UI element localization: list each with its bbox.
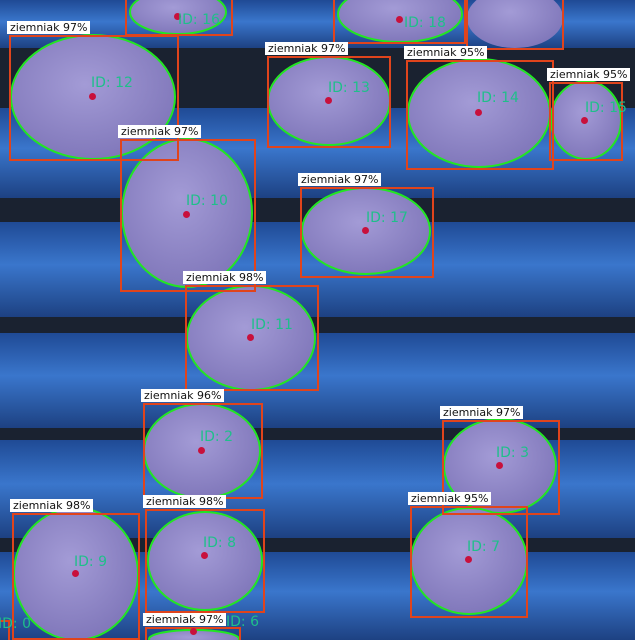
detection-det-2: ziemniak 96% ID: 2 xyxy=(141,389,263,499)
detection-det-top-b: ID: 18 xyxy=(333,0,466,44)
bounding-box xyxy=(0,620,10,640)
bounding-box xyxy=(333,0,466,44)
track-id-label: ID: 3 xyxy=(496,445,529,461)
detection-det-11: ziemniak 98% ID: 11 xyxy=(183,271,319,391)
detection-det-9: ziemniak 98% ID: 9 xyxy=(10,499,140,640)
class-score-label: ziemniak 95% xyxy=(408,492,492,505)
detection-det-7: ziemniak 95% ID: 7 xyxy=(408,492,528,618)
center-dot xyxy=(190,628,197,635)
class-score-label: ziemniak 98% xyxy=(183,271,267,284)
detection-det-13: ziemniak 97% ID: 13 xyxy=(265,42,391,148)
track-id-label: ID: 9 xyxy=(74,554,107,570)
center-dot xyxy=(475,109,482,116)
track-id-label: ID: 14 xyxy=(477,90,519,106)
bounding-box xyxy=(145,509,265,613)
bounding-box xyxy=(9,35,179,161)
class-score-label: ziemniak 97% xyxy=(118,125,202,138)
track-id-label: ID: 13 xyxy=(328,80,370,96)
center-dot xyxy=(198,447,205,454)
track-id-label: ID: 8 xyxy=(203,535,236,551)
class-score-label: ziemniak 97% xyxy=(143,613,227,626)
center-dot xyxy=(496,462,503,469)
class-score-label: ziemniak 95% xyxy=(547,68,631,81)
track-id-label: ID: 17 xyxy=(366,210,408,226)
center-dot xyxy=(247,334,254,341)
track-id-label: ID: 15 xyxy=(585,100,627,116)
center-dot xyxy=(89,93,96,100)
class-score-label: ziemniak 97% xyxy=(298,173,382,186)
detection-det-bottom: ziemniak 97% ID: 6 xyxy=(143,613,259,640)
class-score-label: ziemniak 97% xyxy=(440,406,524,419)
track-id-label: ID: 0 xyxy=(0,616,31,632)
detection-det-15: ziemniak 95% ID: 15 xyxy=(547,68,631,161)
track-id-label: ID: 12 xyxy=(91,75,133,91)
class-score-label: ziemniak 97% xyxy=(265,42,349,55)
bounding-box xyxy=(300,187,434,278)
bounding-box xyxy=(185,285,319,391)
track-id-label: ID: 7 xyxy=(467,539,500,555)
center-dot xyxy=(174,13,181,20)
class-score-label: ziemniak 95% xyxy=(404,46,488,59)
center-dot xyxy=(72,570,79,577)
class-score-label: ziemniak 98% xyxy=(10,499,94,512)
detection-det-8: ziemniak 98% ID: 8 xyxy=(143,495,265,613)
detection-det-top-c xyxy=(466,0,564,50)
track-id-label: ID: 2 xyxy=(200,429,233,445)
center-dot xyxy=(581,117,588,124)
track-id-label: ID: 10 xyxy=(186,193,228,209)
bounding-box xyxy=(466,0,564,50)
potatoes xyxy=(10,0,622,640)
bounding-box xyxy=(442,420,560,515)
class-score-label: ziemniak 98% xyxy=(143,495,227,508)
class-score-label: ziemniak 97% xyxy=(7,21,91,34)
center-dot xyxy=(396,16,403,23)
track-id-label: ID: 6 xyxy=(226,614,259,630)
center-dot xyxy=(183,211,190,218)
detection-det-17: ziemniak 97% ID: 17 xyxy=(298,173,434,278)
detection-det-12: ziemniak 97% ID: 12 xyxy=(7,21,179,161)
detection-det-edge: ID: 0 xyxy=(0,616,31,640)
bounding-box xyxy=(125,0,233,36)
center-dot xyxy=(325,97,332,104)
bounding-box xyxy=(267,56,391,148)
detection-det-14: ziemniak 95% ID: 14 xyxy=(404,46,554,170)
track-id-label: ID: 11 xyxy=(251,317,293,333)
bounding-box xyxy=(406,60,554,170)
class-score-label: ziemniak 96% xyxy=(141,389,225,402)
detection-det-top-a: ID: 16 xyxy=(125,0,233,36)
bounding-box xyxy=(12,513,140,640)
detection-det-10: ziemniak 97% ID: 10 xyxy=(118,125,256,292)
center-dot xyxy=(465,556,472,563)
track-id-label: ID: 16 xyxy=(178,12,220,28)
center-dot xyxy=(201,552,208,559)
track-id-label: ID: 18 xyxy=(404,15,446,31)
bounding-box xyxy=(549,82,623,161)
center-dot xyxy=(362,227,369,234)
bounding-box xyxy=(120,139,256,292)
detection-det-3: ziemniak 97% ID: 3 xyxy=(440,406,560,515)
bounding-box xyxy=(410,506,528,618)
